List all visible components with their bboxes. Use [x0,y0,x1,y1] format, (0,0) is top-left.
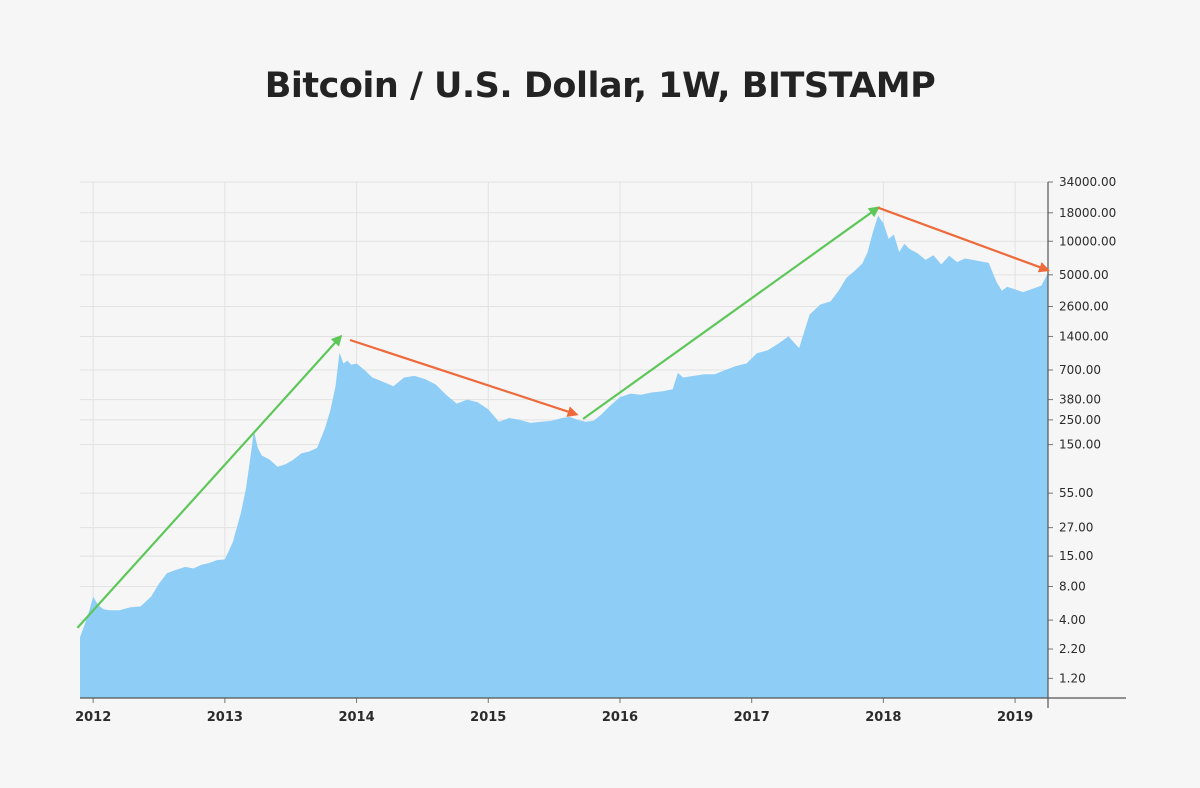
y-tick-label: 55.00 [1059,486,1093,500]
x-tick-label: 2015 [470,710,506,725]
y-tick-label: 4.00 [1059,613,1086,627]
y-tick-label: 2.20 [1059,642,1086,656]
chart-title: Bitcoin / U.S. Dollar, 1W, BITSTAMP [264,66,936,106]
y-tick-label: 5000.00 [1059,268,1109,282]
trend-arrow-up [582,206,880,420]
y-tick-label: 18000.00 [1059,206,1116,220]
y-tick-label: 250.00 [1059,413,1101,427]
y-tick-label: 1.20 [1059,671,1086,685]
x-tick-label: 2012 [75,710,111,725]
trend-arrow-down [349,338,579,417]
y-tick-label: 27.00 [1059,521,1093,535]
price-area [80,215,1048,698]
x-tick-label: 2018 [865,710,901,725]
trend-arrow-down [877,206,1051,273]
area-series-0 [80,215,1048,698]
y-tick-label: 15.00 [1059,549,1093,563]
x-tick-label: 2019 [997,710,1033,725]
y-tick-label: 8.00 [1059,580,1086,594]
x-tick-label: 2013 [207,710,243,725]
y-tick-label: 1400.00 [1059,329,1109,343]
y-tick-label: 700.00 [1059,363,1101,377]
y-tick-label: 150.00 [1059,438,1101,452]
y-tick-label: 380.00 [1059,393,1101,407]
trend-arrows [76,206,1051,629]
y-tick-label: 10000.00 [1059,234,1116,248]
x-tick-label: 2016 [602,710,638,725]
x-tick-label: 2014 [338,710,374,725]
y-tick-label: 2600.00 [1059,299,1109,313]
y-tick-label: 34000.00 [1059,175,1116,189]
axes: 34000.00 18000.00 10000.00 5000.00 2600.00 14… [75,175,1126,725]
trend-arrow-up [76,334,343,629]
x-tick-label: 2017 [734,710,770,725]
